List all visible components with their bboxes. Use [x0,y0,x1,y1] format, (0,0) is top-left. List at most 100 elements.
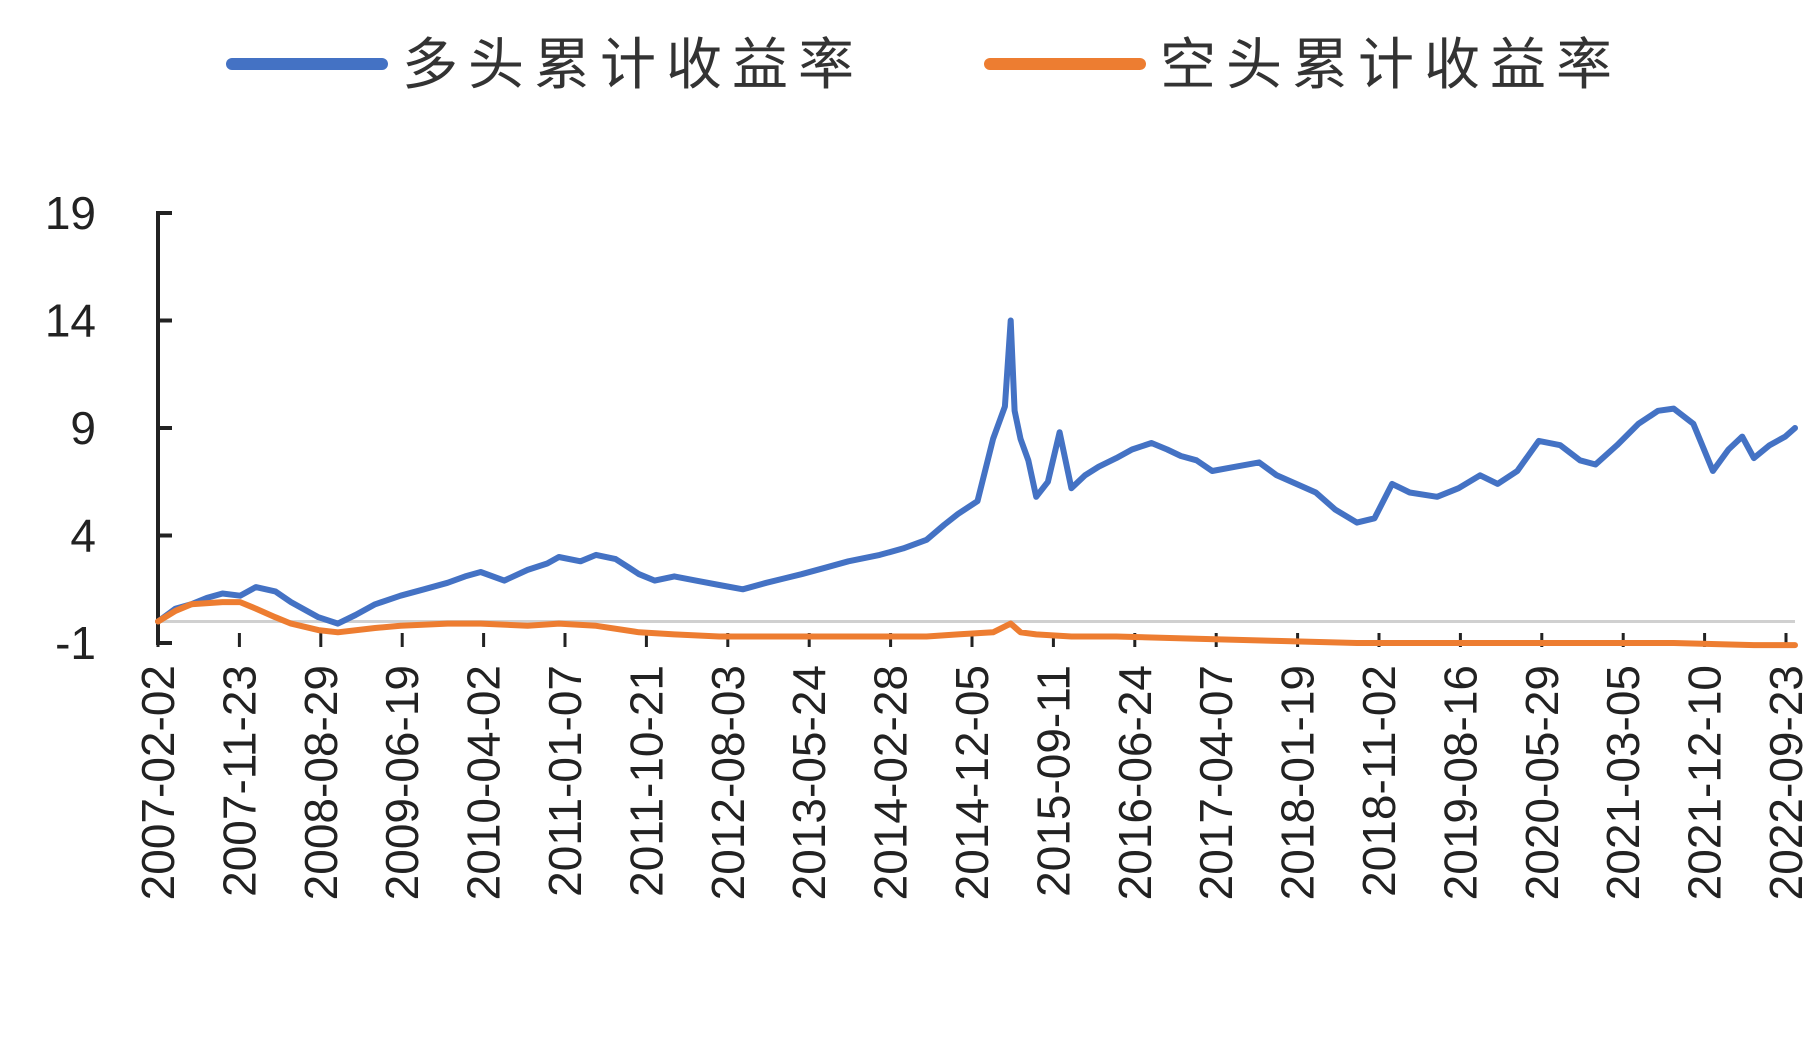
data-point [290,601,292,603]
data-point [206,597,208,599]
data-point [1276,474,1278,476]
data-point [1673,642,1675,644]
data-point [1151,442,1152,444]
data-point [765,636,767,637]
data-point [1014,410,1016,412]
data-point [580,560,581,562]
x-tick-label: 2019-08-16 [1434,665,1486,900]
data-point [1638,423,1639,425]
data-point [317,629,319,631]
data-point [615,558,617,560]
data-point [1004,406,1006,407]
data-point [480,571,482,573]
data-point [1047,481,1049,483]
data-point [1497,483,1499,485]
data-point [317,616,319,618]
x-tick-label: 2009-06-19 [376,665,428,900]
data-point [957,633,959,635]
data-point [1538,440,1540,442]
data-point [1516,642,1518,644]
x-tick-label: 2021-03-05 [1597,665,1649,900]
data-point [447,582,448,584]
data-point [695,580,697,582]
x-tick-label: 2018-11-02 [1353,665,1405,897]
data-point [1196,459,1197,461]
x-tick-label: 2011-01-07 [539,665,591,897]
data-point [718,636,720,637]
data-point [1391,483,1393,485]
data-point [879,554,881,556]
x-tick-label: 2008-08-29 [295,665,347,900]
data-point [943,524,945,526]
data-point [1616,444,1618,446]
x-tick-label: 2014-02-28 [865,665,917,900]
x-tick-label: 2012-08-03 [702,665,754,900]
data-point [1436,642,1438,644]
data-point [1794,427,1796,429]
data-point [957,513,959,515]
data-point [1235,466,1237,468]
data-point [1794,644,1796,646]
x-tick-label: 2011-10-21 [620,665,672,897]
data-point [1559,444,1561,446]
data-point [1673,408,1675,410]
data-point [274,590,276,592]
data-point [1595,464,1596,465]
series-short-return [155,599,1798,649]
data-point [400,625,401,627]
data-point [638,573,640,575]
data-point [1180,455,1182,457]
x-tick-label: 2017-04-07 [1190,665,1242,900]
data-point [847,636,849,637]
data-point [527,625,529,627]
data-point [801,573,802,575]
data-point [638,631,640,633]
data-point [1657,410,1659,412]
data-point [480,623,482,625]
data-point [239,601,241,603]
y-tick-label: 14 [45,295,96,347]
data-point [1579,459,1581,461]
data-point [1027,459,1029,461]
y-tick-label: -1 [55,617,96,669]
data-point [1258,461,1260,463]
data-point [447,623,448,625]
data-point [255,608,257,610]
data-point [1769,444,1771,446]
data-point [783,578,785,579]
data-point [926,539,928,541]
series-layer [155,317,1798,649]
data-point [1595,642,1596,644]
data-point [718,584,720,586]
data-point [1409,492,1411,493]
data-point [673,633,675,635]
data-point [1098,466,1100,468]
data-point [1753,644,1755,646]
data-point [239,595,241,597]
data-point [190,603,192,605]
data-point [595,625,597,627]
data-point [926,636,928,637]
data-point [902,547,904,549]
data-point [274,616,276,618]
x-tick-label: 2020-05-29 [1516,665,1568,900]
data-point [1070,487,1072,489]
data-point [1692,423,1694,425]
data-point [1784,436,1786,438]
legend-label-short: 空头累计收益率 [1160,33,1622,98]
data-point [546,563,548,564]
data-point [157,621,159,622]
data-point [1315,492,1317,493]
data-point [1131,449,1133,450]
series-long-return [155,317,1798,627]
data-point [255,586,257,588]
data-point [1753,457,1755,459]
data-point [654,580,656,582]
data-point [222,601,223,603]
data-point [558,556,560,558]
data-point [1010,320,1012,321]
data-point [464,575,466,577]
data-point [824,567,826,569]
